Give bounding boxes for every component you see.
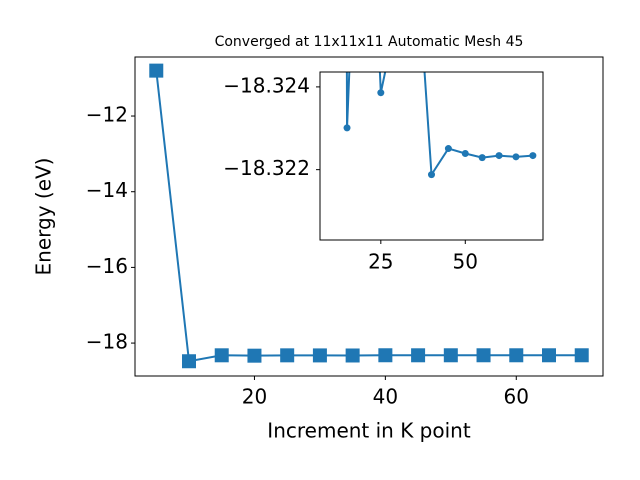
marker — [444, 145, 452, 153]
marker — [247, 348, 262, 363]
x-tick-label: 40 — [373, 385, 398, 409]
marker — [343, 124, 351, 132]
marker — [411, 348, 426, 363]
x-axis-label: Increment in K point — [267, 419, 471, 443]
marker — [478, 154, 486, 162]
marker — [394, 9, 401, 16]
marker — [495, 152, 503, 160]
plot-area — [343, 9, 537, 179]
y-axis-label: Energy (eV) — [32, 158, 56, 276]
plot-area — [149, 63, 589, 369]
marker — [443, 348, 458, 363]
marker — [377, 89, 385, 97]
y-tick-label: −18 — [86, 330, 128, 354]
marker — [312, 348, 327, 363]
y-tick-label: −18.322 — [223, 156, 310, 180]
marker — [149, 63, 164, 78]
x-tick-label: 25 — [368, 250, 393, 274]
axes-frame — [319, 71, 544, 241]
marker — [542, 348, 556, 363]
marker — [428, 171, 435, 179]
y-tick-label: −12 — [86, 103, 128, 127]
y-tick-label: −16 — [86, 254, 128, 278]
marker — [461, 150, 469, 158]
marker — [345, 348, 360, 363]
marker — [574, 348, 589, 363]
x-tick-label: 60 — [504, 385, 529, 409]
x-tick-label: 20 — [242, 385, 267, 409]
marker — [182, 354, 196, 369]
axes-frame — [134, 56, 604, 377]
marker — [529, 152, 537, 160]
marker — [280, 348, 295, 363]
marker — [214, 348, 229, 363]
x-tick-label: 50 — [453, 250, 478, 274]
marker — [476, 348, 491, 363]
marker — [378, 348, 393, 363]
marker — [509, 348, 524, 363]
y-tick-label: −18.324 — [223, 73, 310, 97]
y-tick-label: −14 — [86, 178, 128, 202]
marker — [512, 153, 520, 161]
chart-title: Converged at 11x11x11 Automatic Mesh 45 — [215, 34, 524, 50]
